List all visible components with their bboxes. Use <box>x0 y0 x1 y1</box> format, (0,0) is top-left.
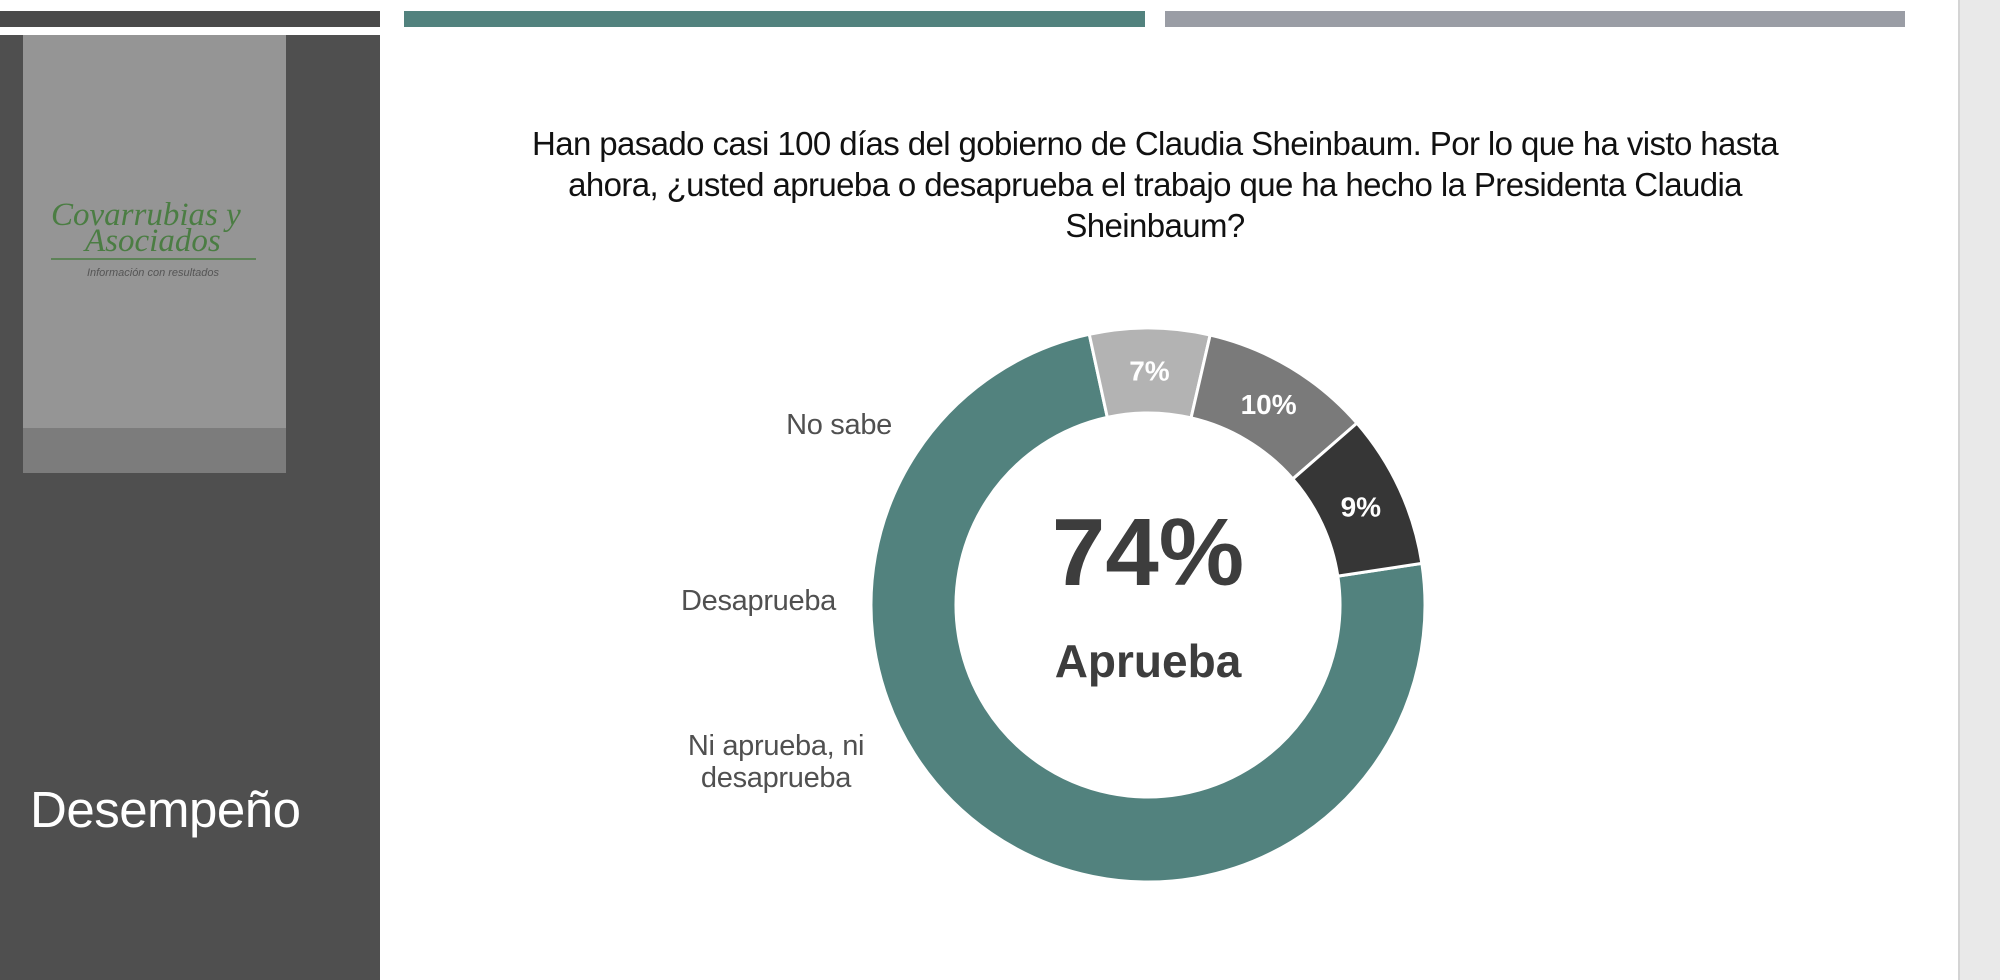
top-accent-bar-middle <box>404 11 1145 27</box>
top-accent-bar-right <box>1165 11 1905 27</box>
company-logo: Covarrubias y Asociados Información con … <box>51 197 256 279</box>
category-label-ni_ni: Ni aprueba, ni desaprueba <box>688 730 864 794</box>
center-label: Aprueba <box>1055 635 1242 687</box>
logo-panel: Covarrubias y Asociados Información con … <box>23 35 286 473</box>
logo-line1: Covarrubias y <box>51 197 241 233</box>
logo-tagline: Información con resultados <box>87 267 220 279</box>
chart-title: Han pasado casi 100 días del gobierno de… <box>531 125 1779 244</box>
logo-band <box>23 428 286 473</box>
slice-no_sabe <box>1290 421 1424 578</box>
center-value: 74% <box>1052 499 1244 606</box>
sidebar: Covarrubias y Asociados Información con … <box>0 35 380 980</box>
slice-aprueba <box>869 332 1427 884</box>
top-accent-bar-left <box>0 11 380 27</box>
data-label-no_sabe: 9% <box>1341 491 1382 522</box>
category-label-no_sabe: No sabe <box>786 409 892 441</box>
page-edge-line <box>1958 0 1960 980</box>
data-label-ni_ni: 7% <box>1129 356 1170 387</box>
section-title: Desempeño <box>30 781 301 838</box>
category-label-desaprueba: Desaprueba <box>681 585 837 617</box>
page-edge <box>1960 0 2000 980</box>
data-label-desaprueba: 10% <box>1241 389 1297 420</box>
logo-line2: Asociados <box>83 223 221 259</box>
